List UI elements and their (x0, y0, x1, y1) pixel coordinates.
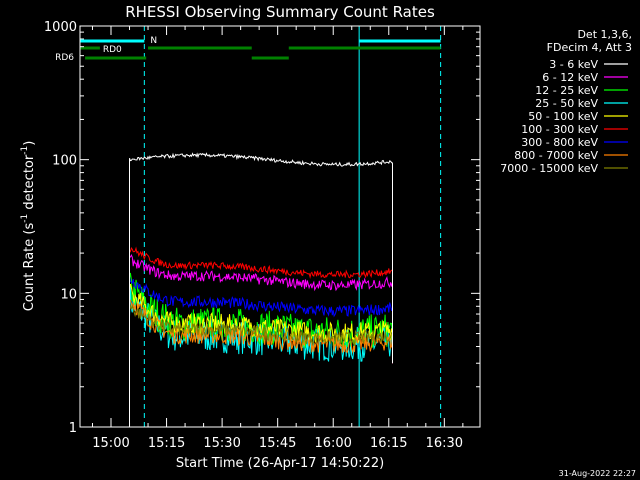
flag-label: RD6 (55, 53, 74, 63)
x-tick-label: 15:45 (259, 436, 296, 451)
series-line (129, 254, 393, 427)
legend-label: 3 - 6 keV (549, 58, 598, 71)
legend-label: 12 - 25 keV (535, 84, 598, 97)
y-axis-ticks: 1 10 100 1000 (44, 20, 480, 436)
y-label-superscript: -1 (20, 146, 30, 155)
y-tick-label: 1000 (44, 20, 77, 35)
timestamp: 31-Aug-2022 22:27 (559, 469, 636, 478)
flag-bars: N RD0 RD6 (55, 36, 441, 63)
series-line (129, 152, 393, 427)
series-lines (129, 152, 393, 427)
legend-label: 6 - 12 keV (542, 71, 598, 84)
legend-header-line: FDecim 4, Att 3 (547, 41, 632, 54)
y-axis-label: Count Rate (s-1 detector-1) (20, 141, 37, 312)
series-line (129, 276, 393, 427)
flag-label: N (150, 36, 157, 46)
x-axis-label: Start Time (26-Apr-17 14:50:22) (176, 456, 384, 471)
legend-label: 800 - 7000 keV (514, 149, 598, 162)
legend-label: 300 - 800 keV (521, 136, 598, 149)
x-axis-ticks: 15:00 15:15 15:30 15:45 16:00 16:15 16:30 (91, 26, 464, 451)
x-tick-label: 16:15 (370, 436, 407, 451)
series-line (129, 283, 393, 427)
y-label-part: ) (22, 141, 37, 146)
series-line (129, 304, 393, 427)
y-label-part: detector (22, 154, 37, 214)
x-tick-label: 15:15 (148, 436, 185, 451)
y-tick-label: 100 (52, 154, 77, 169)
legend-label: 50 - 100 keV (528, 110, 598, 123)
plot-frame (79, 25, 481, 428)
series-line (129, 246, 393, 427)
x-tick-label: 15:30 (203, 436, 240, 451)
x-tick-label: 16:00 (314, 436, 351, 451)
y-tick-label: 1 (69, 421, 77, 436)
x-tick-label: 15:00 (92, 436, 129, 451)
x-tick-label: 16:30 (426, 436, 463, 451)
legend-label: 7000 - 15000 keV (500, 162, 598, 175)
legend-label: 25 - 50 keV (535, 97, 598, 110)
chart-title: RHESSI Observing Summary Count Rates (125, 3, 435, 21)
y-label-superscript: -1 (20, 214, 30, 223)
y-tick-label: 10 (60, 287, 77, 302)
y-label-part: Count Rate (s (22, 223, 37, 312)
legend-header-line: Det 1,3,6, (577, 28, 632, 41)
flag-label: RD0 (103, 45, 122, 55)
legend-label: 100 - 300 keV (521, 123, 598, 136)
